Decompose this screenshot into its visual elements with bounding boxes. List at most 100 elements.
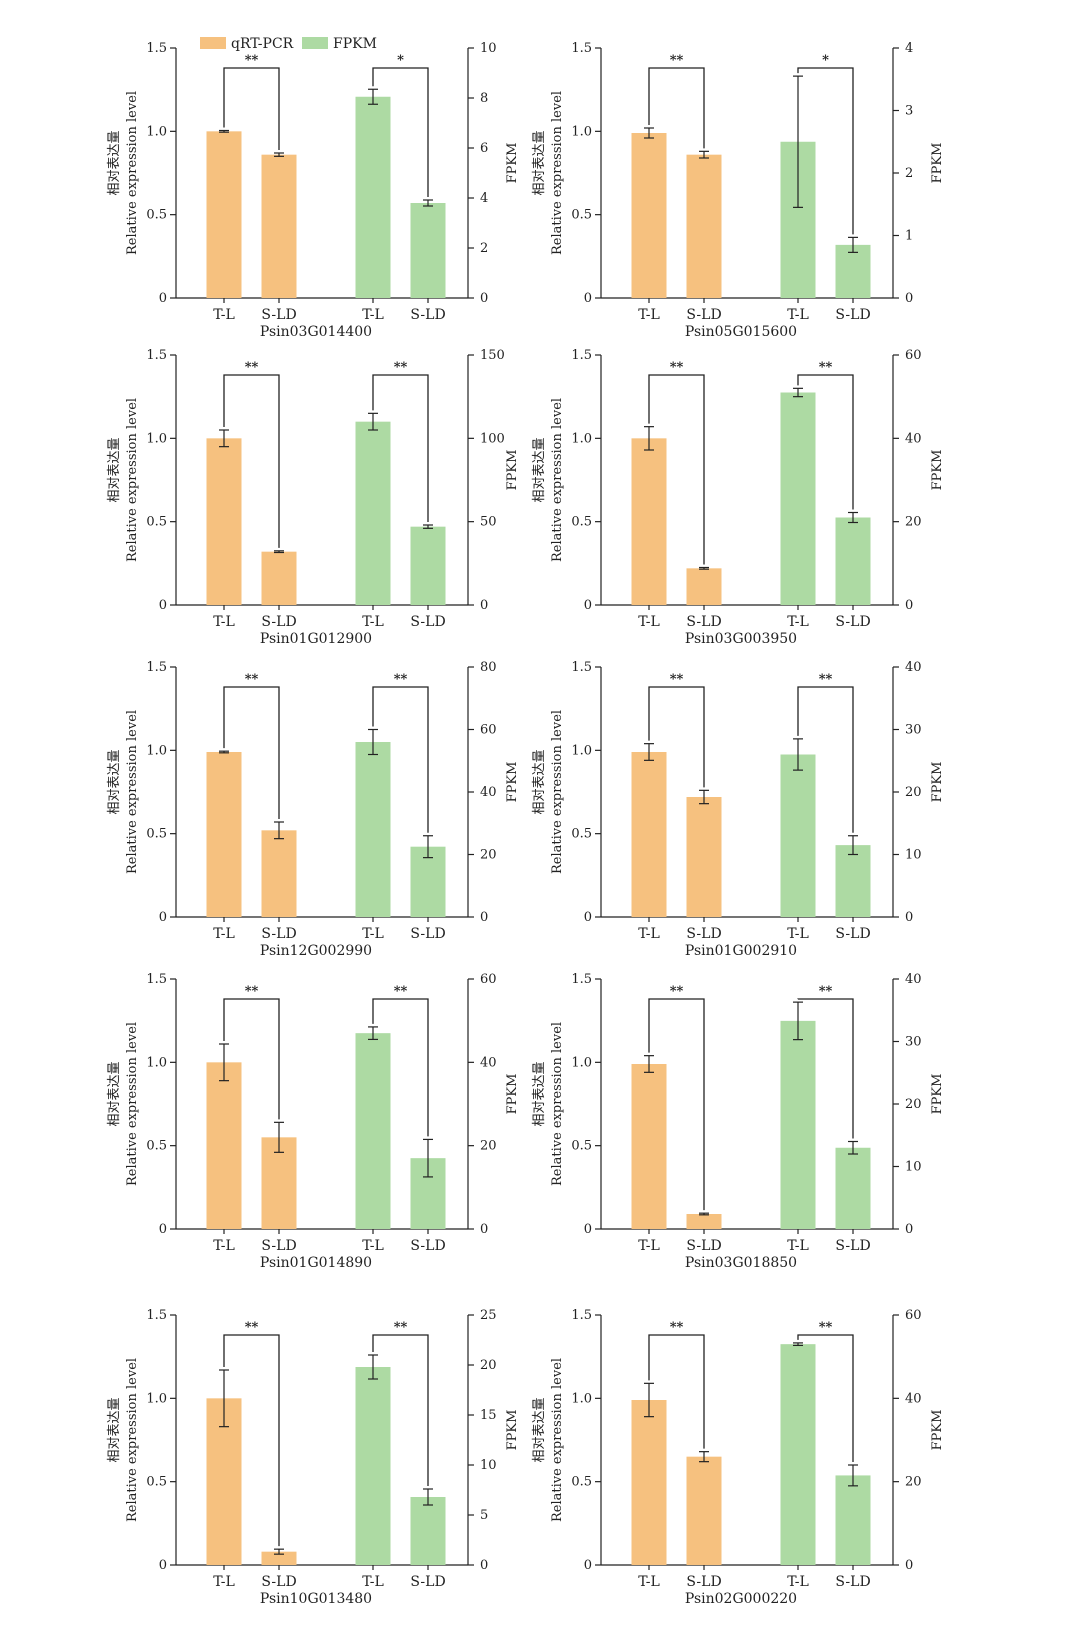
- left-tick-label: 0.5: [571, 827, 592, 842]
- x-tick-label: S-LD: [835, 307, 870, 323]
- x-tick-label: T-L: [638, 614, 660, 630]
- right-tick-label: 10: [905, 1160, 922, 1175]
- significance-label: **: [670, 984, 684, 999]
- x-tick-label: S-LD: [686, 1238, 721, 1254]
- significance-bracket: [648, 374, 705, 565]
- left-tick-label: 0: [584, 1222, 592, 1237]
- bar-qrt-s-ld: [686, 1456, 722, 1565]
- significance-bracket: [223, 67, 280, 150]
- bar-fpkm-s-ld: [835, 1475, 871, 1565]
- bar-qrt-t-l: [206, 752, 242, 917]
- left-tick-label: 1.0: [571, 743, 592, 758]
- chart-panel-Psin03G003950: 0 0.5 1.0 1.5 0 20 40 60 T-L S-LD T-L S-LD ** ** Psin0…: [532, 348, 945, 647]
- right-tick-label: 60: [905, 1308, 922, 1323]
- right-tick-label: 4: [480, 191, 488, 206]
- x-tick-label: S-LD: [410, 926, 445, 942]
- left-tick-label: 0.5: [146, 827, 167, 842]
- x-tick-label: S-LD: [835, 926, 870, 942]
- bar-qrt-t-l: [631, 133, 667, 298]
- significance-bracket: [372, 374, 429, 522]
- y-axis-label-right: FPKM: [930, 450, 945, 491]
- bar-fpkm-t-l: [780, 392, 816, 605]
- bar-fpkm-s-ld: [410, 1497, 446, 1565]
- bar-fpkm-t-l: [780, 754, 816, 917]
- significance-label: **: [670, 53, 684, 68]
- chart-panel-Psin01G012900: 0 0.5 1.0 1.5 0 50 100 150 T-L S-LD T-L S-LD ** ** Psi…: [107, 348, 520, 647]
- right-tick-label: 60: [480, 972, 497, 987]
- bar-qrt-s-ld: [686, 1214, 722, 1229]
- significance-bracket: [372, 686, 429, 833]
- right-tick-label: 40: [905, 972, 922, 987]
- right-tick-label: 8: [480, 91, 488, 106]
- y-axis-label-left-cn: 相对表达量: [107, 437, 122, 502]
- bar-qrt-t-l: [631, 752, 667, 917]
- left-tick-label: 1.0: [571, 1055, 592, 1070]
- left-tick-label: 1.5: [146, 348, 167, 363]
- y-axis-label-left: Relative expression level: [125, 1358, 140, 1522]
- right-tick-label: 4: [905, 41, 913, 56]
- bar-fpkm-s-ld: [410, 846, 446, 917]
- legend-swatch-fpkm: [302, 37, 328, 49]
- chart-panel-Psin01G014890: 0 0.5 1.0 1.5 0 20 40 60 T-L S-LD T-L S-LD ** ** Psin0…: [107, 972, 520, 1271]
- significance-bracket: [797, 998, 854, 1139]
- right-tick-label: 1: [905, 229, 913, 244]
- y-axis-label-left-cn: 相对表达量: [532, 749, 547, 814]
- left-tick-label: 1.5: [571, 972, 592, 987]
- y-axis-label-left-cn: 相对表达量: [532, 1397, 547, 1462]
- right-tick-label: 10: [480, 41, 497, 56]
- left-tick-label: 1.5: [146, 660, 167, 675]
- x-tick-label: S-LD: [686, 614, 721, 630]
- x-tick-label: T-L: [213, 307, 235, 323]
- x-tick-label: T-L: [638, 926, 660, 942]
- left-tick-label: 1.5: [571, 660, 592, 675]
- left-tick-label: 0.5: [146, 208, 167, 223]
- right-tick-label: 60: [905, 348, 922, 363]
- significance-bracket: [223, 998, 280, 1120]
- left-tick-label: 0.5: [146, 1475, 167, 1490]
- right-tick-label: 80: [480, 660, 497, 675]
- x-tick-label: S-LD: [410, 1574, 445, 1590]
- legend-swatch-qrt: [200, 37, 226, 49]
- significance-bracket: [223, 1334, 280, 1547]
- gene-name: Psin01G012900: [260, 631, 372, 647]
- right-tick-label: 0: [905, 1222, 913, 1237]
- left-tick-label: 0.5: [571, 1139, 592, 1154]
- chart-panel-Psin01G002910: 0 0.5 1.0 1.5 0 10 20 30 40 T-L S-LD T-L S-LD ** ** Psi…: [532, 660, 945, 959]
- bar-fpkm-s-ld: [835, 244, 871, 298]
- y-axis-label-left: Relative expression level: [550, 1358, 565, 1522]
- y-axis-label-left: Relative expression level: [550, 398, 565, 562]
- right-tick-label: 20: [905, 1475, 922, 1490]
- x-tick-label: T-L: [362, 1574, 384, 1590]
- bar-qrt-s-ld: [261, 1551, 297, 1565]
- left-tick-label: 0: [584, 1558, 592, 1573]
- y-axis-label-left: Relative expression level: [125, 398, 140, 562]
- bar-fpkm-s-ld: [835, 845, 871, 917]
- x-tick-label: S-LD: [261, 1574, 296, 1590]
- x-tick-label: T-L: [638, 1238, 660, 1254]
- x-tick-label: S-LD: [261, 307, 296, 323]
- right-tick-label: 0: [905, 910, 913, 925]
- bar-qrt-t-l: [206, 438, 242, 605]
- y-axis-label-right: FPKM: [505, 143, 520, 184]
- y-axis-label-left: Relative expression level: [550, 710, 565, 874]
- left-tick-label: 0.5: [146, 515, 167, 530]
- right-tick-label: 2: [905, 166, 913, 181]
- x-tick-label: S-LD: [410, 307, 445, 323]
- significance-label: *: [822, 53, 829, 68]
- significance-label: **: [670, 360, 684, 375]
- bar-fpkm-s-ld: [835, 517, 871, 605]
- left-tick-label: 1.0: [571, 431, 592, 446]
- significance-bracket: [797, 67, 854, 235]
- y-axis-label-left-cn: 相对表达量: [107, 1061, 122, 1126]
- chart-panel-Psin10G013480: 0 0.5 1.0 1.5 0 5 10 15 20 25 T-L S-LD T-L S-LD ** ** Ps…: [107, 1308, 520, 1607]
- significance-label: **: [670, 1320, 684, 1335]
- right-tick-label: 40: [480, 785, 497, 800]
- right-tick-label: 30: [905, 1035, 922, 1050]
- x-tick-label: S-LD: [410, 614, 445, 630]
- bar-fpkm-t-l: [780, 1020, 816, 1229]
- significance-bracket: [648, 67, 705, 149]
- right-tick-label: 10: [480, 1458, 497, 1473]
- left-tick-label: 1.0: [146, 743, 167, 758]
- bar-qrt-t-l: [206, 131, 242, 298]
